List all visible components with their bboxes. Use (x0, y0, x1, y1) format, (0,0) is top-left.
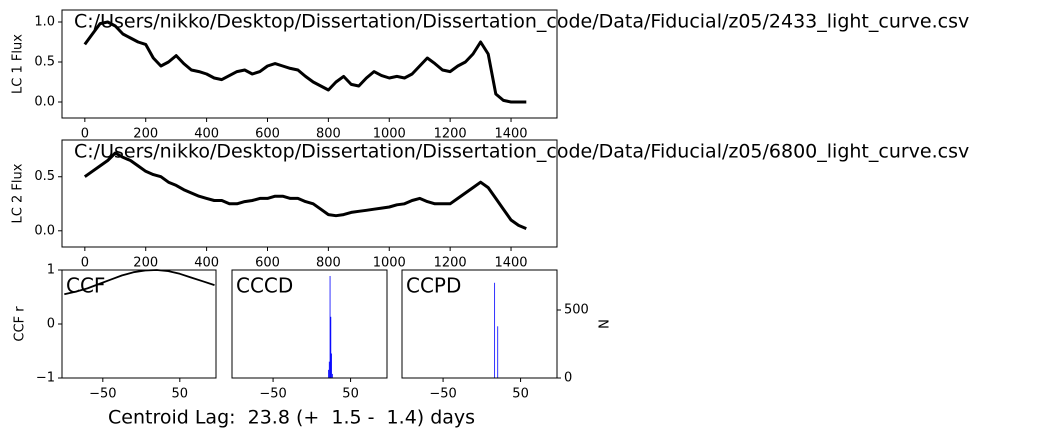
histogram-bar (328, 361, 330, 378)
x-tick-label: 800 (316, 256, 341, 271)
x-tick-label: 0 (81, 127, 89, 142)
annotation: CCCD (236, 274, 293, 298)
data-line (83, 151, 527, 230)
chart-title: C:/Users/nikko/Desktop/Dissertation/Diss… (74, 141, 969, 163)
y-tick-label: 0.0 (34, 95, 55, 110)
y-tick-label: −1 (36, 371, 55, 386)
x-tick-label: 200 (133, 127, 158, 142)
histogram-bar (494, 282, 496, 378)
y-tick-label: 0.5 (34, 169, 55, 184)
annotation: CCPD (406, 274, 461, 298)
y-axis-label: LC 1 Flux (11, 34, 26, 94)
histogram-bar (331, 353, 332, 378)
histogram-bar (328, 369, 329, 378)
x-tick-label: 0 (81, 256, 89, 271)
y-tick-label: 1.0 (34, 15, 55, 30)
x-tick-label: 1000 (373, 127, 406, 142)
y-tick-label: 0 (47, 317, 55, 332)
x-tick-label: −50 (429, 387, 456, 402)
y2-axis-label: N (598, 319, 613, 329)
x-tick-label: 600 (255, 127, 280, 142)
x-tick-label: 1400 (494, 127, 527, 142)
histogram-bar (497, 326, 499, 378)
y-tick-label: 1 (47, 263, 55, 278)
axes-frame (61, 139, 558, 248)
histogram-bar (331, 373, 333, 378)
y-tick-label: 0.0 (34, 223, 55, 238)
y-axis-label: LC 2 Flux (11, 163, 26, 223)
y-tick-label: 0.5 (34, 55, 55, 70)
x-tick-label: 600 (255, 256, 280, 271)
data-line (83, 20, 527, 104)
x-tick-label: 400 (194, 256, 219, 271)
x-tick-label: 800 (316, 127, 341, 142)
y2-tick-label: 500 (564, 302, 589, 317)
x-tick-label: 200 (133, 256, 158, 271)
annotation: CCF (66, 274, 105, 298)
x-tick-label: 1200 (434, 127, 467, 142)
axes-frame (61, 9, 558, 119)
chart-title: C:/Users/nikko/Desktop/Dissertation/Diss… (74, 11, 969, 33)
x-tick-label: 50 (172, 387, 189, 402)
x-tick-label: 1000 (373, 256, 406, 271)
x-tick-label: −50 (259, 387, 286, 402)
x-tick-label: 50 (342, 387, 359, 402)
histogram-bar (330, 316, 332, 378)
x-tick-label: 50 (512, 387, 529, 402)
data-line (64, 269, 215, 296)
caption: Centroid Lag: 23.8 (+ 1.5 - 1.4) days (108, 407, 475, 429)
y2-tick-label: 0 (564, 371, 572, 386)
axes-frame (231, 269, 388, 379)
y-axis-label: CCF r (13, 306, 28, 342)
x-tick-label: 1200 (434, 256, 467, 271)
x-tick-label: −50 (89, 387, 116, 402)
x-tick-label: 400 (194, 127, 219, 142)
axes-frame (401, 269, 558, 379)
x-tick-label: 1400 (494, 256, 527, 271)
histogram-bar (329, 275, 331, 378)
